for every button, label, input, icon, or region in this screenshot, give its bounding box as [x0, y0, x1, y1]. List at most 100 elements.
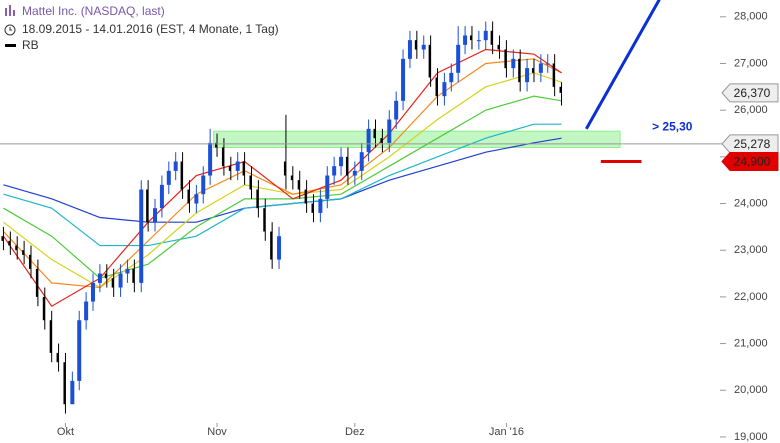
candle-body	[345, 156, 348, 176]
candle-body	[387, 119, 392, 143]
candle-body	[332, 166, 337, 176]
candle-body	[139, 189, 144, 283]
price-marker	[721, 152, 779, 172]
candle-body	[42, 296, 45, 321]
candle-body	[428, 44, 431, 78]
candle-body	[380, 138, 383, 143]
legend-swatch	[5, 44, 16, 47]
candle-body	[208, 142, 213, 176]
moving-average	[3, 72, 562, 289]
candle-body	[118, 273, 123, 288]
candle-body	[221, 147, 224, 167]
candle-body	[311, 203, 314, 213]
icon	[13, 10, 15, 16]
header: Mattel Inc. (NASDAQ, last) 18.09.2015 - …	[4, 4, 279, 52]
candle-body	[490, 30, 493, 45]
candle-body	[511, 58, 516, 69]
annotation: > 25,30	[652, 119, 693, 133]
moving-average	[3, 123, 562, 247]
candle-body	[104, 273, 107, 279]
candle-body	[497, 44, 500, 50]
candle-body	[187, 189, 190, 204]
candle-body	[476, 40, 481, 42]
chart-title: Mattel Inc. (NASDAQ, last)	[22, 4, 165, 18]
y-tick-label: 28,000	[734, 11, 768, 23]
candle-body	[84, 301, 89, 321]
chart-subtitle: 18.09.2015 - 14.01.2016 (EST, 4 Monate, …	[22, 22, 279, 36]
price-marker-label: 24,900	[734, 155, 771, 169]
y-tick-label: 22,000	[734, 291, 768, 303]
y-tick-label: 23,000	[734, 244, 768, 256]
icon	[9, 5, 11, 16]
candle-body	[235, 161, 240, 171]
candle-body	[201, 175, 206, 195]
candle-body	[297, 180, 300, 190]
price-marker-label: 26,370	[734, 86, 771, 100]
candle-body	[290, 175, 293, 181]
candle-body	[407, 40, 412, 59]
candle-body	[277, 236, 282, 260]
candle-body	[325, 175, 330, 199]
candle-body	[318, 198, 323, 213]
candle-body	[366, 128, 371, 153]
candle-body	[283, 161, 286, 176]
candle-body	[531, 68, 534, 73]
candle-body	[215, 142, 218, 148]
candle-body	[228, 166, 231, 171]
candle-body	[153, 208, 158, 223]
candle-body	[469, 35, 472, 41]
y-tick-label: 21,000	[734, 337, 768, 349]
trendline	[585, 0, 661, 130]
candle-body	[525, 68, 530, 83]
candle-body	[97, 273, 102, 283]
candle-body	[263, 208, 266, 232]
icon	[5, 8, 7, 16]
y-tick-label: 19,000	[734, 431, 768, 443]
candle-body	[8, 240, 11, 246]
candle-body	[70, 380, 75, 405]
candle-body	[111, 278, 114, 288]
price-marker-label: 25,278	[734, 137, 771, 151]
y-tick-label: 20,000	[734, 384, 768, 396]
candle-body	[35, 268, 38, 297]
candle-body	[166, 170, 171, 185]
x-tick-label: Okt	[57, 426, 74, 438]
candle-body	[414, 40, 417, 50]
x-tick-label: Dez	[345, 426, 365, 438]
candle-body	[304, 189, 307, 204]
candle-body	[63, 362, 66, 405]
candle-body	[552, 63, 555, 87]
candle-body	[463, 35, 468, 45]
candle-body	[559, 86, 562, 93]
candle-body	[91, 282, 96, 302]
legend-label: RB	[22, 38, 39, 52]
candle-body	[242, 161, 245, 176]
candle-body	[442, 82, 447, 97]
y-tick-label: 24,000	[734, 197, 768, 209]
candle-body	[401, 58, 406, 101]
price-marker	[721, 83, 779, 103]
candle-body	[421, 44, 426, 50]
candle-body	[146, 189, 149, 223]
candle-body	[132, 268, 135, 283]
candle-body	[49, 320, 52, 353]
candle-body	[256, 189, 259, 209]
candle-body	[545, 63, 550, 65]
candle-body	[518, 58, 521, 83]
candle-body	[359, 152, 364, 171]
x-tick-label: Nov	[207, 426, 227, 438]
candle-body	[249, 175, 252, 190]
candle-body	[394, 100, 399, 120]
candle-body	[56, 352, 59, 363]
candle-body	[77, 320, 82, 381]
candle-body	[483, 30, 488, 41]
candle-body	[339, 156, 344, 167]
moving-average	[3, 95, 562, 279]
y-tick-label: 26,000	[734, 104, 768, 116]
candle-body	[15, 245, 18, 251]
price-marker	[721, 134, 779, 154]
clock-icon	[4, 24, 16, 36]
plot	[1, 0, 661, 414]
